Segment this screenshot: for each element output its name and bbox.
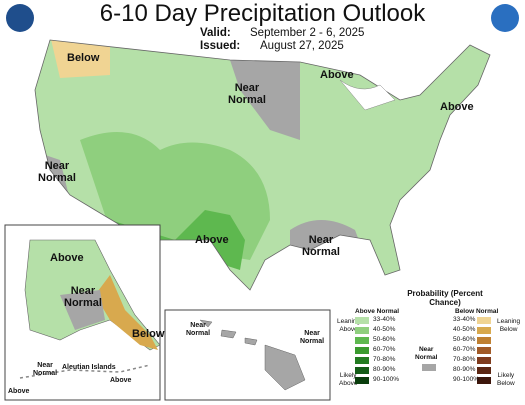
logo (6, 4, 34, 32)
issued-date: August 27, 2025 (260, 40, 344, 52)
valid-label: Valid: (200, 27, 231, 39)
legend-swatch (355, 337, 369, 344)
legend-swatch (477, 317, 491, 324)
legend-swatch (355, 317, 369, 324)
legend-swatch (355, 327, 369, 334)
map-label: Above (110, 377, 132, 384)
legend-swatch (477, 347, 491, 354)
legend-note: Leaning Above (337, 318, 361, 333)
legend-item: 80-90% (453, 366, 476, 373)
map-label: Near Normal (302, 234, 340, 258)
legend-item: 90-100% (453, 376, 480, 383)
legend-swatch (477, 327, 491, 334)
legend-item: 33-40% (373, 316, 396, 323)
map-label: Above (440, 101, 474, 113)
map-label: Aleutian Islands (62, 364, 116, 371)
legend-item: 80-90% (373, 366, 396, 373)
legend-item: 50-60% (373, 336, 396, 343)
map-label: Above (50, 252, 84, 264)
map-label: Near Normal (38, 160, 76, 184)
logo (491, 4, 519, 32)
great-lakes (339, 79, 396, 111)
legend-swatch (477, 367, 491, 374)
legend-heading: Below Normal (455, 308, 499, 315)
map-label: Below (132, 328, 165, 340)
map-label: Near Normal (33, 362, 58, 377)
legend-item: 40-50% (373, 326, 396, 333)
map-label: Near Normal (228, 82, 266, 106)
legend-title: Probability (Percent Chance) (407, 289, 483, 307)
aleutians (19, 364, 151, 379)
title: 6-10 Day Precipitation Outlook (99, 0, 426, 27)
legend-item: 60-70% (453, 346, 476, 353)
legend-note: Likely Above (339, 372, 358, 387)
legend-swatch (355, 347, 369, 354)
legend-note: Likely Below (497, 372, 515, 387)
legend-heading: Near Normal (415, 346, 438, 361)
legend-item: 60-70% (373, 346, 396, 353)
legend-item: 40-50% (453, 326, 476, 333)
map-label: Above (195, 234, 229, 246)
legend-heading: Above Normal (355, 308, 400, 315)
valid-date: September 2 - 6, 2025 (250, 27, 365, 39)
conus-outline (34, 39, 491, 291)
legend-item: 50-60% (453, 336, 476, 343)
legend-item: 90-100% (373, 376, 400, 383)
legend-swatch (355, 377, 369, 384)
alaska-near (60, 290, 105, 330)
legend-swatch (477, 337, 491, 344)
map-label: Near Normal (186, 322, 211, 337)
issued-label: Issued: (200, 40, 241, 52)
legend-swatch (477, 357, 491, 364)
map-label: Above (8, 388, 30, 395)
legend-note: Leaning Below (497, 318, 521, 333)
map-label: Near Normal (64, 285, 102, 309)
legend-swatch (355, 357, 369, 364)
map-label: Near Normal (300, 330, 325, 345)
legend-swatch (422, 364, 436, 371)
map-label: Above (320, 69, 354, 81)
legend-item: 70-80% (453, 356, 476, 363)
alaska-below (95, 275, 158, 350)
hawaii-islands (199, 319, 306, 391)
hawaii-inset (164, 309, 331, 401)
legend-item: 70-80% (373, 356, 396, 363)
legend-swatch (477, 377, 491, 384)
legend-item: 33-40% (453, 316, 476, 323)
legend-swatch (355, 367, 369, 374)
map-label: Below (67, 52, 100, 64)
